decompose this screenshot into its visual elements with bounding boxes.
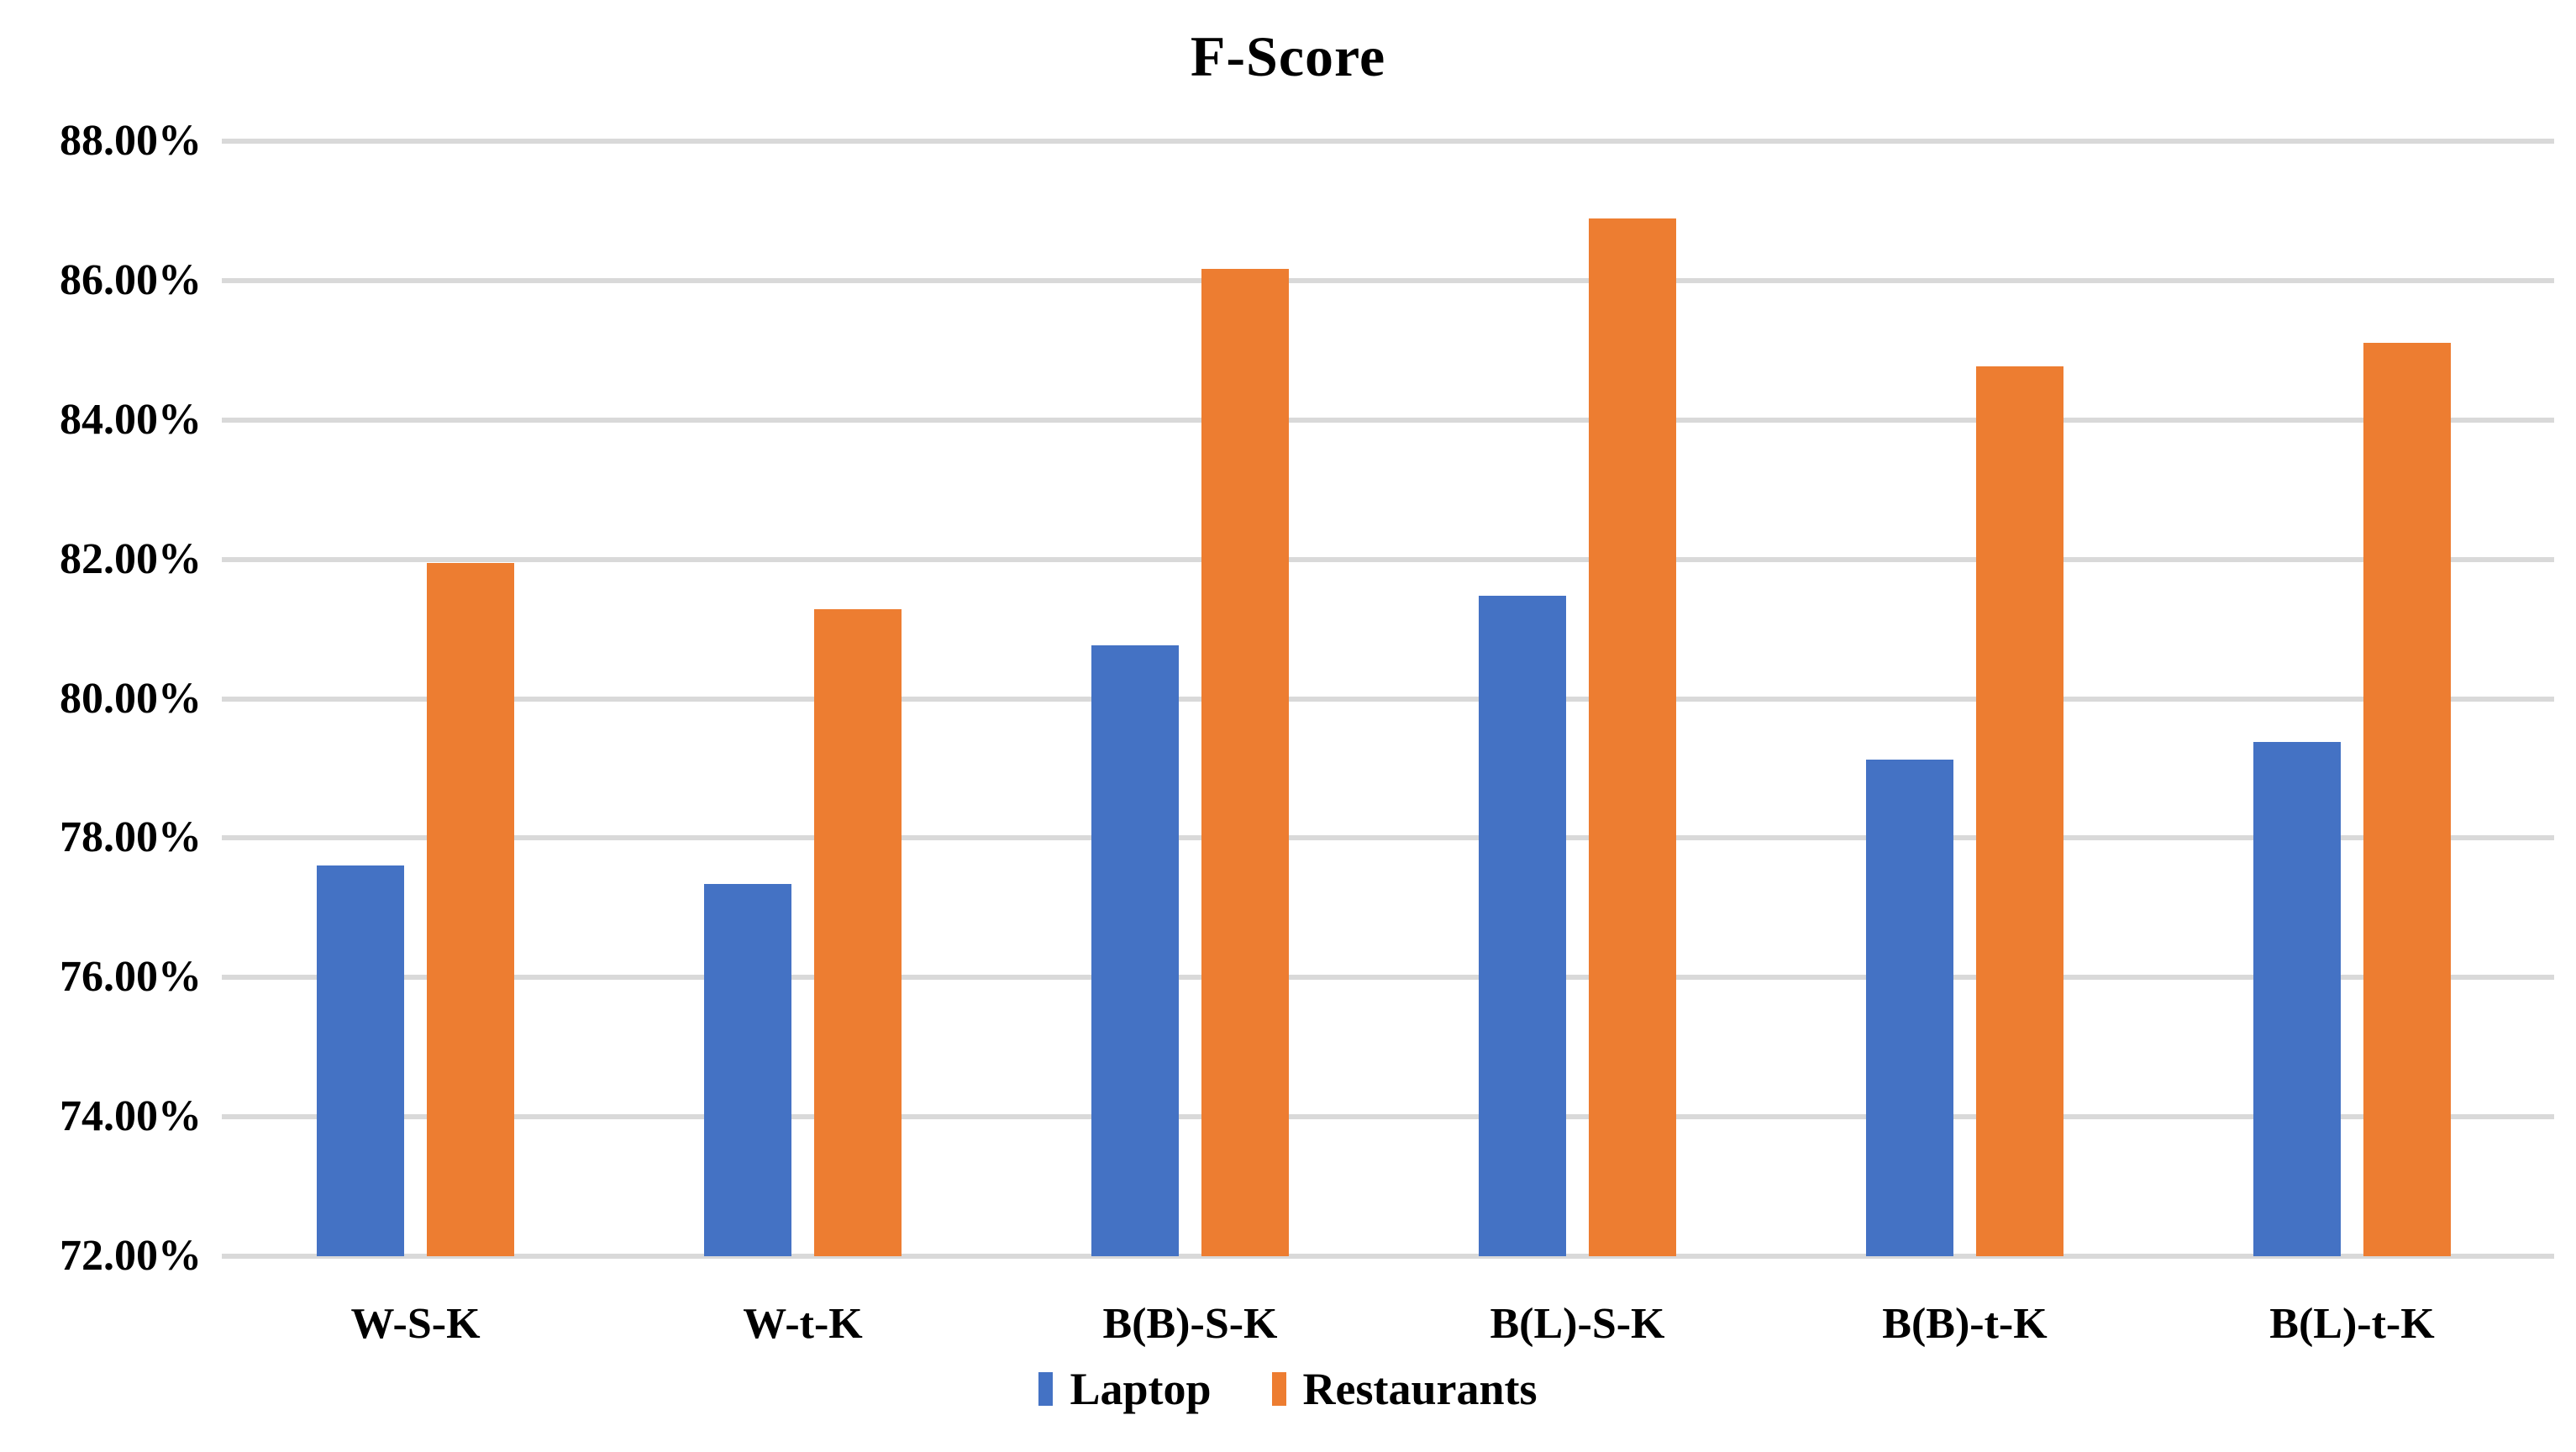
legend: Laptop Restaurants xyxy=(0,1363,2576,1415)
y-axis-tick-label: 78.00% xyxy=(60,813,202,862)
gridline xyxy=(222,835,2554,841)
bar-laptop-b(b)-s-k xyxy=(1091,644,1179,1256)
legend-item-restaurants: Restaurants xyxy=(1271,1363,1538,1415)
bar-restaurants-b(l)-t-k xyxy=(2363,342,2451,1256)
bar-laptop-w-t-k xyxy=(704,884,791,1256)
bar-restaurants-w-t-k xyxy=(814,609,902,1256)
y-axis-tick-label: 86.00% xyxy=(60,255,202,304)
legend-swatch-restaurants xyxy=(1271,1372,1286,1406)
y-axis-tick-label: 84.00% xyxy=(60,395,202,444)
legend-label: Restaurants xyxy=(1302,1364,1538,1414)
x-axis-category-label: B(B)-S-K xyxy=(1102,1300,1278,1348)
gridline xyxy=(222,277,2554,283)
y-axis-tick-label: 80.00% xyxy=(60,674,202,723)
gridline xyxy=(222,417,2554,423)
gridline xyxy=(222,1114,2554,1120)
gridline xyxy=(222,696,2554,702)
chart-title: F-Score xyxy=(1190,24,1386,88)
bar-restaurants-b(l)-s-k xyxy=(1589,218,1676,1256)
bar-laptop-b(l)-s-k xyxy=(1479,595,1566,1256)
x-axis-category-label: W-t-K xyxy=(743,1300,863,1348)
gridline xyxy=(222,1254,2554,1259)
x-axis-category-label: B(B)-t-K xyxy=(1882,1300,2048,1348)
y-axis-tick-label: 88.00% xyxy=(60,117,202,165)
x-axis-category-label: B(L)-t-K xyxy=(2269,1300,2435,1348)
legend-label: Laptop xyxy=(1070,1364,1212,1414)
x-axis-category-label: B(L)-S-K xyxy=(1490,1300,1665,1348)
y-axis-tick-label: 74.00% xyxy=(60,1092,202,1141)
bar-laptop-b(b)-t-k xyxy=(1866,759,1953,1256)
gridline xyxy=(222,139,2554,144)
y-axis-tick-label: 76.00% xyxy=(60,953,202,1002)
bar-laptop-b(l)-t-k xyxy=(2253,741,2341,1256)
gridline xyxy=(222,975,2554,981)
bar-restaurants-b(b)-t-k xyxy=(1976,366,2063,1256)
legend-swatch-laptop xyxy=(1038,1372,1054,1406)
bar-laptop-w-s-k xyxy=(317,865,404,1256)
bar-restaurants-b(b)-s-k xyxy=(1201,268,1289,1256)
y-axis-tick-label: 82.00% xyxy=(60,534,202,583)
gridline xyxy=(222,556,2554,562)
y-axis-tick-label: 72.00% xyxy=(60,1232,202,1280)
bar-restaurants-w-s-k xyxy=(427,562,514,1256)
legend-item-laptop: Laptop xyxy=(1038,1363,1212,1415)
x-axis-category-label: W-S-K xyxy=(350,1300,481,1348)
